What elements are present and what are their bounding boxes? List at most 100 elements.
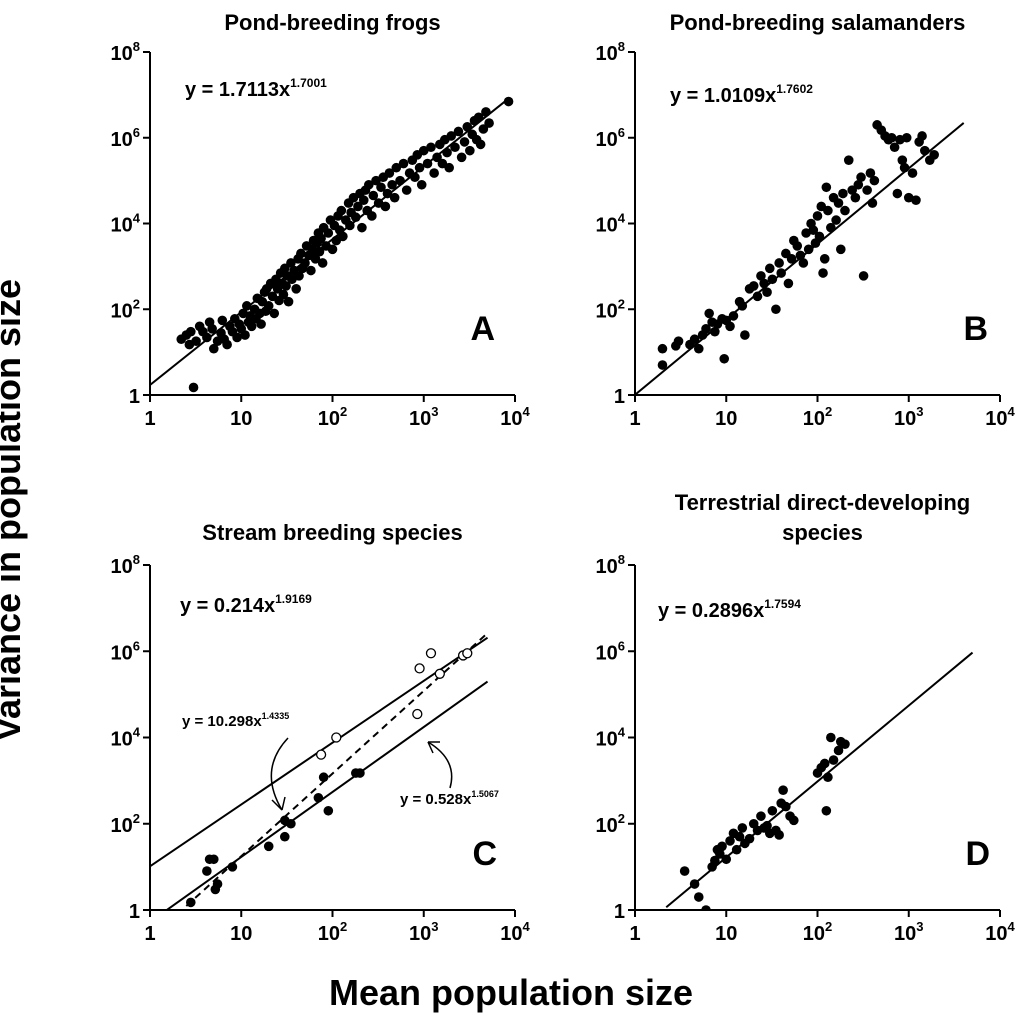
x-tick-label: 1	[144, 408, 155, 430]
data-point	[380, 201, 391, 212]
data-point	[376, 182, 386, 193]
data-point	[241, 301, 252, 311]
data-point	[300, 258, 310, 268]
data-point	[432, 152, 442, 163]
data-point	[186, 326, 196, 337]
data-point	[798, 258, 809, 268]
data-point	[831, 215, 841, 225]
data-point	[208, 854, 219, 865]
annotation-arrow-1	[270, 737, 289, 811]
annotation-arrow-2-head	[427, 741, 440, 754]
data-point	[865, 168, 876, 178]
data-point	[323, 228, 334, 238]
y-tick-label: 102	[596, 811, 625, 837]
data-point	[186, 897, 196, 908]
x-tick-label: 104	[500, 919, 530, 945]
y-tick-label: 104	[596, 211, 626, 237]
fit-line	[150, 97, 510, 386]
data-point	[353, 201, 363, 212]
data-point	[838, 188, 848, 199]
data-point	[382, 188, 393, 199]
data-point	[725, 321, 735, 332]
x-tick-label: 10	[230, 408, 252, 430]
annotation-arrow-2	[427, 741, 453, 789]
data-point	[475, 139, 486, 150]
data-point	[756, 811, 766, 821]
data-point	[774, 830, 784, 840]
panel-b: Pond-breeding salamanders 1 10 102 103 104 1 10…	[596, 10, 1016, 430]
data-point	[731, 844, 742, 855]
line-annotation-2: y = 0.528x1.5067	[400, 789, 499, 808]
data-point	[391, 162, 402, 173]
x-tick-label: 10	[715, 923, 737, 945]
data-point	[901, 132, 912, 143]
data-point	[389, 192, 400, 203]
data-point	[387, 179, 397, 190]
y-tick-label: 1	[129, 386, 140, 408]
data-point	[410, 172, 420, 183]
data-point	[886, 132, 897, 143]
data-point	[313, 792, 324, 803]
data-point	[721, 854, 732, 865]
data-point	[338, 231, 348, 242]
data-point	[355, 768, 365, 778]
data-point	[710, 855, 720, 866]
data-point	[336, 205, 347, 216]
data-point	[792, 241, 803, 251]
plot-area	[635, 120, 965, 395]
data-point	[459, 137, 470, 147]
data-point	[317, 258, 328, 268]
data-point	[401, 185, 412, 195]
annotation-arrow-1-head	[271, 796, 286, 811]
data-point	[734, 831, 745, 842]
data-point	[903, 192, 914, 203]
x-tick-label: 104	[985, 919, 1015, 945]
data-point-open	[462, 648, 473, 659]
data-point	[795, 250, 806, 261]
data-point	[917, 131, 927, 141]
x-tick-label: 102	[803, 404, 832, 430]
data-point	[358, 195, 369, 205]
data-point	[679, 866, 690, 876]
data-point-open	[434, 668, 445, 679]
data-point	[737, 301, 748, 311]
data-point	[462, 122, 473, 132]
x-tick-label: 103	[894, 404, 923, 430]
data-point	[422, 158, 433, 169]
data-point	[826, 222, 836, 233]
data-point	[814, 231, 825, 242]
data-point	[858, 271, 869, 281]
data-point	[744, 833, 755, 844]
data-point	[762, 820, 772, 831]
data-point	[318, 772, 329, 783]
x-tick-label: 104	[500, 404, 530, 430]
data-point	[279, 831, 290, 842]
y-tick-label: 108	[596, 39, 625, 65]
data-point	[456, 152, 467, 163]
data-point	[840, 205, 850, 216]
data-point	[217, 315, 228, 326]
equation-label: y = 0.2896x1.7594	[658, 597, 801, 622]
data-point	[869, 175, 880, 186]
data-point	[717, 841, 727, 852]
data-point	[704, 308, 714, 319]
data-point	[833, 198, 844, 208]
data-point	[294, 271, 304, 281]
data-point	[920, 145, 930, 156]
data-point	[673, 336, 684, 346]
data-point	[774, 258, 784, 268]
data-point	[889, 142, 900, 153]
x-tick-label: 10	[715, 408, 737, 430]
data-point	[748, 281, 759, 291]
x-tick-label: 102	[803, 919, 832, 945]
data-point	[762, 287, 772, 297]
data-point	[188, 382, 199, 393]
data-point	[310, 254, 321, 264]
x-tick-label: 1	[629, 923, 640, 945]
data-point	[737, 823, 748, 833]
data-point	[465, 145, 475, 156]
equation-label: y = 1.7113x1.7001	[185, 76, 327, 101]
y-tick-label: 106	[111, 125, 140, 151]
data-point	[828, 755, 839, 765]
